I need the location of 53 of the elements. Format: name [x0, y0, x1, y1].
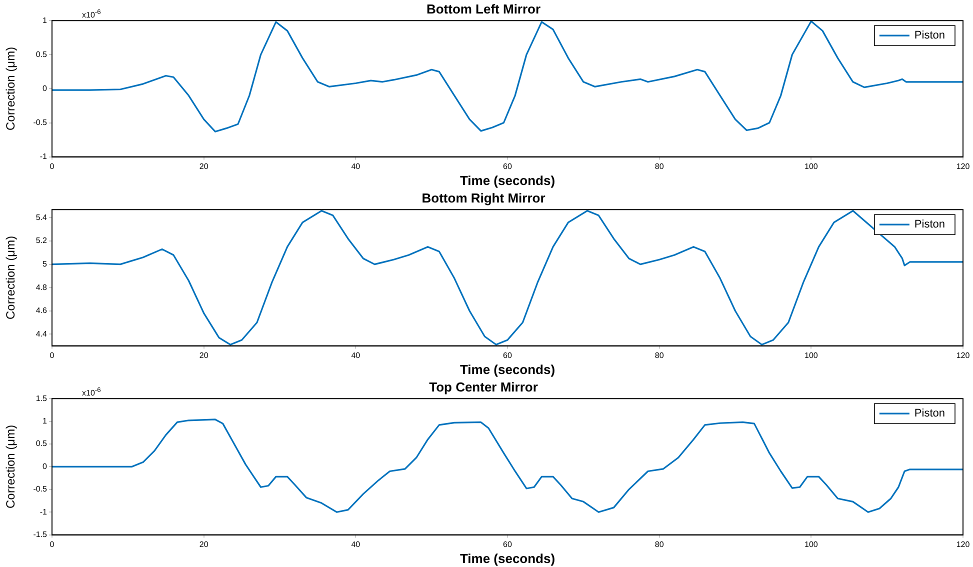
- y-axis-title: Correction (μm): [4, 46, 18, 130]
- x-tick-label: 0: [50, 162, 55, 171]
- y-tick-label: 5.2: [36, 236, 48, 246]
- y-tick-label: 0.5: [36, 439, 48, 448]
- x-tick-label: 100: [804, 350, 818, 360]
- x-tick-label: 20: [199, 540, 209, 549]
- legend-label: Piston: [914, 408, 946, 420]
- y-tick-label: 1.5: [36, 394, 48, 403]
- y-tick-label: 5: [42, 260, 48, 269]
- y-tick-label: 1: [42, 16, 48, 25]
- y-tick-label: -1.5: [33, 530, 48, 540]
- x-tick-label: 0: [50, 350, 55, 360]
- x-tick-label: 80: [654, 540, 664, 549]
- legend-label: Piston: [914, 218, 946, 231]
- x-tick-label: 40: [351, 162, 361, 171]
- x-tick-label: 0: [50, 540, 55, 549]
- y-tick-label: -1: [40, 152, 48, 162]
- y-tick-label: -1: [40, 507, 48, 516]
- x-tick-label: 60: [503, 162, 512, 171]
- x-tick-label: 120: [956, 350, 970, 360]
- y-axis-title: Correction (μm): [4, 236, 18, 320]
- x-tick-label: 40: [351, 350, 361, 360]
- x-tick-label: 20: [199, 162, 209, 171]
- chart-title: Bottom Left Mirror: [426, 1, 541, 16]
- y-tick-label: 4.8: [36, 282, 48, 292]
- y-tick-label: 4.6: [36, 306, 48, 316]
- x-tick-label: 120: [956, 540, 970, 549]
- chart-title: Top Center Mirror: [429, 379, 538, 394]
- x-tick-label: 20: [199, 350, 209, 360]
- y-tick-label: 0: [42, 462, 48, 471]
- x-tick-label: 60: [503, 540, 512, 549]
- x-tick-label: 120: [956, 162, 970, 171]
- y-tick-label: 0: [42, 84, 48, 93]
- text: x10$^{-6}$: [82, 386, 101, 398]
- x-tick-label: 80: [654, 350, 664, 360]
- y-tick-label: -0.5: [33, 484, 48, 494]
- x-tick-label: 100: [804, 162, 818, 171]
- x-tick-label: 80: [654, 162, 664, 171]
- y-tick-label: 1: [42, 416, 48, 426]
- y-tick-label: -0.5: [33, 118, 48, 127]
- legend-label: Piston: [914, 30, 946, 42]
- text: x10$^{-6}$: [82, 8, 101, 20]
- y-tick-label: 5.4: [36, 212, 48, 222]
- x-axis-title: Time (seconds): [460, 550, 556, 566]
- x-tick-label: 40: [351, 540, 361, 549]
- x-axis-title: Time (seconds): [460, 172, 556, 188]
- chart-title: Bottom Right Mirror: [422, 190, 546, 206]
- x-tick-label: 100: [804, 540, 818, 549]
- x-tick-label: 60: [503, 350, 512, 360]
- x-axis-title: Time (seconds): [460, 362, 556, 377]
- y-axis-title: Correction (μm): [4, 424, 18, 508]
- y-tick-label: 4.4: [36, 329, 48, 338]
- y-tick-label: 0.5: [36, 50, 48, 59]
